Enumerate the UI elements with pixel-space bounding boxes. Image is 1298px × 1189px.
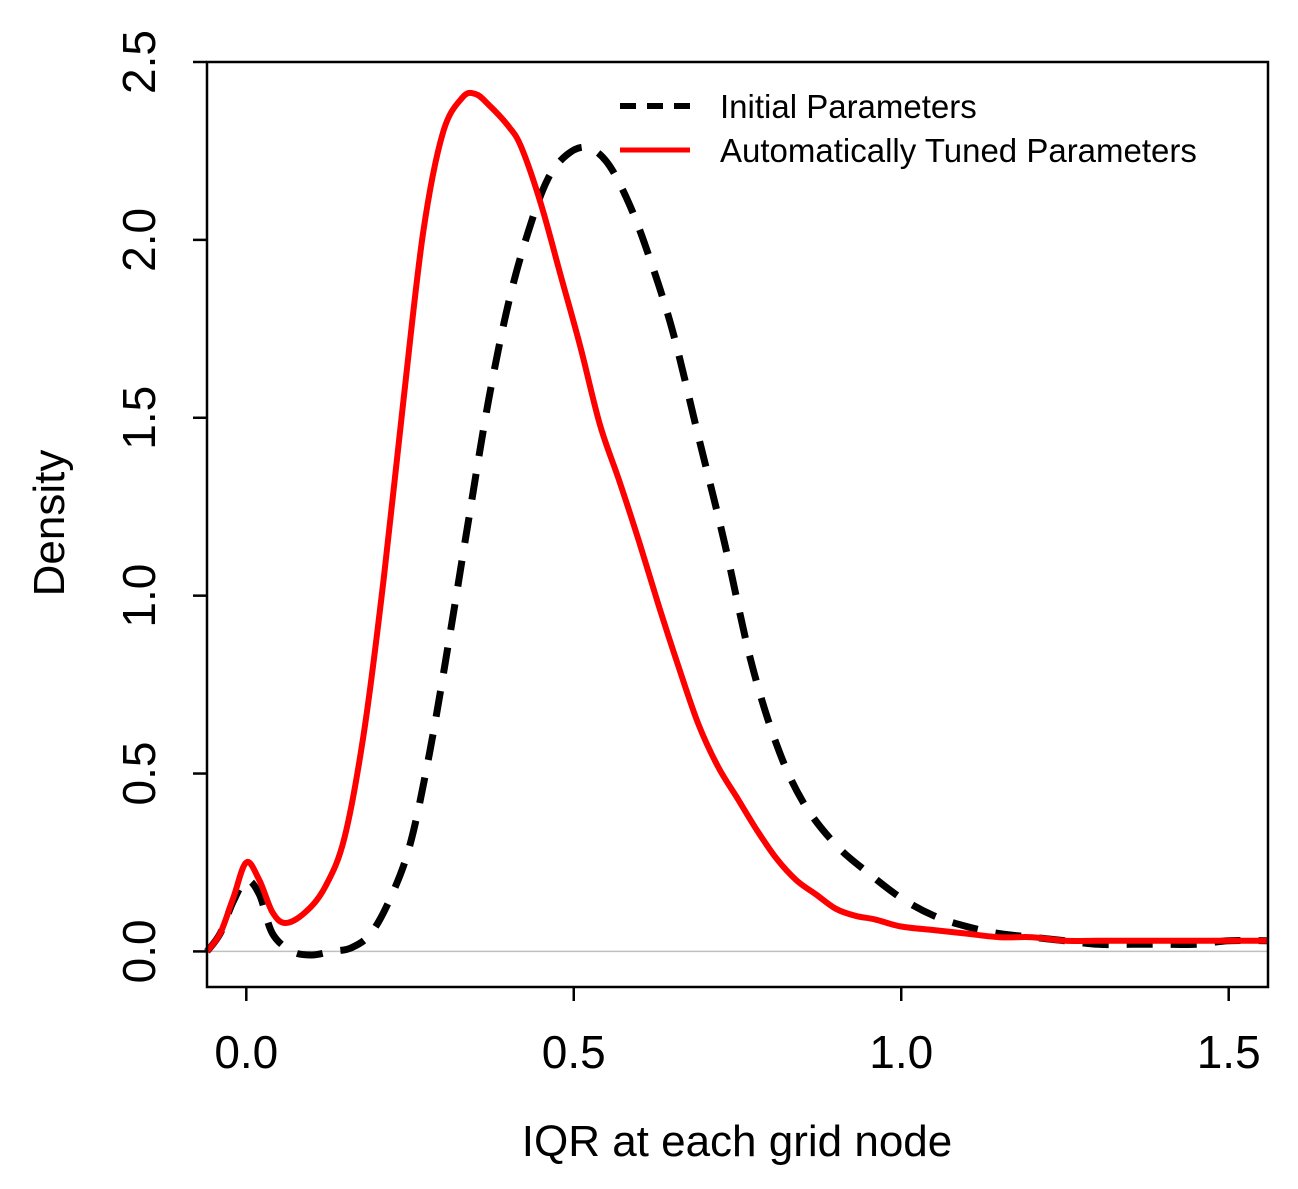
x-axis: 0.0 0.5 1.0 1.5 <box>214 987 1261 1078</box>
legend-label-1: Initial Parameters <box>720 88 977 125</box>
y-axis: 0.0 0.5 1.0 1.5 2.0 2.5 <box>113 30 207 983</box>
x-tick-label: 1.5 <box>1197 1026 1261 1078</box>
y-tick-label: 2.5 <box>113 30 165 94</box>
y-tick-label: 2.0 <box>113 208 165 272</box>
series-line-1 <box>204 143 1269 959</box>
x-tick-label: 0.5 <box>542 1026 606 1078</box>
series-layer <box>204 89 1269 959</box>
y-tick-label: 1.5 <box>113 386 165 450</box>
y-tick-label: 0.5 <box>113 742 165 806</box>
x-tick-label: 1.0 <box>869 1026 933 1078</box>
legend-label-2: Automatically Tuned Parameters <box>720 132 1197 169</box>
legend: Initial Parameters Automatically Tuned Pa… <box>620 88 1197 169</box>
x-tick-label: 0.0 <box>214 1026 278 1078</box>
plot-frame <box>205 60 1270 989</box>
y-tick-label: 0.0 <box>113 919 165 983</box>
x-axis-label: IQR at each grid node <box>522 1117 952 1166</box>
y-axis-label: Density <box>25 450 74 597</box>
y-tick-label: 1.0 <box>113 564 165 628</box>
series-line-2 <box>204 89 1268 954</box>
